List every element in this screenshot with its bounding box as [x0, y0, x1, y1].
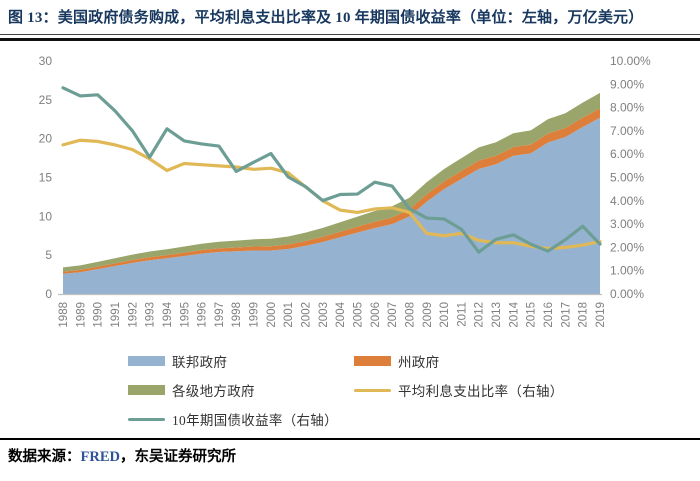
legend-swatch-federal-area: [128, 356, 165, 367]
x-axis-year-label: 2004: [335, 302, 347, 328]
x-axis-year-label: 1996: [197, 302, 209, 328]
right-axis-tick: 5.00%: [610, 171, 644, 185]
legend-label-avg-interest: 平均利息支出比率（右轴）: [398, 384, 564, 400]
x-axis-year-label: 1988: [58, 302, 70, 328]
legend-label-federal: 联邦政府: [172, 355, 228, 371]
chart-area: 0 5 10 15 20 25 30 0.00% 1.00% 2.00% 3.00% 4.00% 5.0…: [0, 41, 700, 347]
x-axis-year-label: 2001: [283, 302, 295, 328]
x-axis-year-label: 2018: [578, 302, 590, 328]
x-axis-year-label: 2010: [439, 302, 451, 328]
legend-swatch-local-area: [128, 385, 165, 396]
x-axis-year-label: 2000: [266, 302, 278, 328]
left-axis-tick: 15: [39, 171, 53, 185]
source-note: 数据来源：FRED，东吴证券研究所: [0, 438, 700, 466]
x-axis-year-label: 1993: [145, 302, 157, 328]
left-axis-tick: 0: [45, 287, 52, 301]
line-avg-interest: [61, 138, 602, 251]
right-axis-tick: 2.00%: [610, 241, 644, 255]
area-federal: [63, 117, 600, 295]
legend-swatch-treasury-10y-line: [128, 417, 165, 421]
x-axis-year-label: 2017: [560, 302, 572, 328]
left-axis-tick: 10: [39, 210, 53, 224]
right-axis-tick: 4.00%: [610, 194, 644, 208]
legend-item-treasury-10y: 10年期国债收益率（右轴）: [128, 409, 354, 429]
right-axis-tick: 8.00%: [610, 101, 644, 115]
x-axis-year-label: 1998: [231, 302, 243, 328]
legend-item-local: 各级地方政府: [128, 380, 354, 400]
legend-item-state: 州政府: [354, 351, 700, 371]
x-axis-year-label: 2005: [352, 302, 364, 328]
right-axis-tick: 10.00%: [610, 54, 651, 68]
x-axis-year-label: 1997: [214, 302, 226, 328]
x-axis-year-label: 2019: [595, 302, 607, 328]
title-divider: [0, 34, 700, 42]
x-axis-year-label: 1991: [110, 302, 122, 328]
x-axis-year-label: 2006: [370, 302, 382, 328]
left-axis-tick: 25: [39, 93, 53, 107]
left-axis-tick: 30: [39, 54, 53, 68]
x-axis-year-label: 1990: [93, 302, 105, 328]
figure-title: 图 13：美国政府债务购成，平均利息支出比率及 10 年期国债收益率（单位：左轴…: [8, 10, 644, 26]
x-axis-year-label: 1989: [75, 302, 87, 328]
x-axis-year-label: 2016: [543, 302, 555, 328]
x-axis-year-label: 2007: [387, 302, 399, 328]
x-axis-year-label: 1995: [179, 302, 191, 328]
legend-label-state: 州政府: [398, 355, 440, 371]
x-axis-year-label: 2014: [508, 302, 520, 328]
line-treasury-10y: [61, 86, 602, 254]
source-prefix: 数据来源：: [8, 449, 81, 466]
legend-item-avg-interest: 平均利息支出比率（右轴）: [354, 380, 700, 400]
x-axis-year-label: 2013: [491, 302, 503, 328]
right-axis-tick: 1.00%: [610, 264, 644, 278]
x-axis-year-label: 2012: [474, 302, 486, 328]
source-suffix: ，东吴证券研究所: [119, 449, 236, 466]
right-axis-tick: 9.00%: [610, 78, 644, 92]
x-axis-year-label: 2009: [422, 302, 434, 328]
x-axis-year-label: 2015: [526, 302, 538, 328]
x-axis-year-label: 2011: [456, 302, 468, 327]
chart-legend: 联邦政府 州政府各级地方政府 平均利息支出比率（右轴） 10年期国债收益率（右轴）: [128, 351, 700, 429]
debt-composition-chart: 0 5 10 15 20 25 30 0.00% 1.00% 2.00% 3.00% 4.00% 5.0…: [39, 54, 651, 328]
left-axis-tick: 5: [45, 248, 52, 262]
x-axis-year-label: 2008: [404, 302, 416, 328]
right-axis-tick: 6.00%: [610, 147, 644, 161]
right-axis-tick: 3.00%: [610, 217, 644, 231]
legend-label-treasury-10y: 10年期国债收益率（右轴）: [172, 413, 338, 429]
x-axis-year-label: 1992: [127, 302, 139, 328]
source-name: FRED: [80, 449, 120, 466]
x-axis-year-label: 1999: [249, 302, 261, 328]
x-axis-year-label: 2003: [318, 302, 330, 328]
right-axis-tick: 7.00%: [610, 124, 644, 138]
right-axis-tick: 0.00%: [610, 287, 644, 301]
legend-label-local: 各级地方政府: [172, 384, 255, 400]
x-axis-year-label: 1994: [162, 302, 174, 328]
legend-swatch-avg-interest-line: [354, 388, 391, 392]
x-axis-year-label: 2002: [301, 302, 313, 328]
left-axis-tick: 20: [39, 132, 53, 146]
legend-item-federal: 联邦政府: [128, 351, 354, 371]
legend-swatch-state-area: [354, 356, 391, 367]
